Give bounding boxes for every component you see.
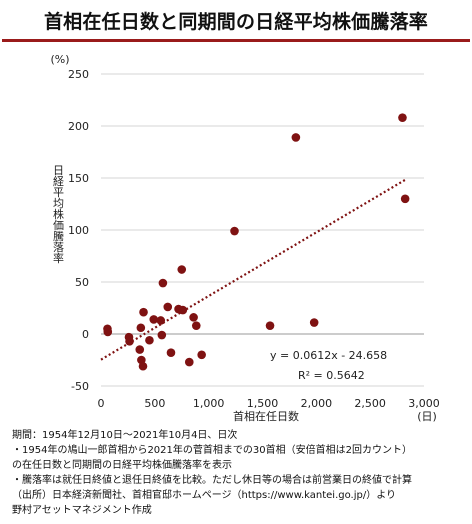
data-point [138,361,148,371]
data-point [125,336,134,346]
data-point [139,307,148,317]
x-tick-label: 1,000 [193,397,225,410]
scatter-chart: -50 0 50 100 150 200 250 0 500 1,000 1,500 2,000 2,… [50,53,440,423]
data-point [135,345,145,354]
y-tick-label: -50 [71,380,89,393]
trend-equation: y = 0.0612x - 24.658 [270,349,387,362]
y-tick-label: 250 [68,68,89,81]
data-point [197,350,206,360]
data-point [157,330,167,340]
data-point [149,315,159,324]
data-point [156,316,166,325]
y-tick-label: 0 [82,328,89,341]
data-point [166,348,176,358]
data-points [103,113,410,371]
x-tick-label: 2,000 [301,397,333,410]
note-line: ・騰落率は就任日終値と退任日終値を比較。ただし休日等の場合は前営業日の終値で計算 [12,475,412,486]
x-axis-label: 首相在任日数 [233,409,299,423]
footnotes: 期間：1954年12月10日～2021年10月4日、日次 ・1954年の鳩山一郎… [12,428,470,518]
y-unit-label: (%) [50,53,69,66]
data-point [145,335,154,345]
y-tick-label: 100 [68,224,89,237]
data-point [398,113,407,122]
note-line: （出所）日本経済新聞社、首相官邸ホームページ（https://www.kante… [12,490,397,501]
note-line: 期間：1954年12月10日～2021年10月4日、日次 [12,430,238,441]
y-tick-label: 200 [68,120,89,133]
x-tick-labels: 0 500 1,000 1,500 2,000 2,500 3,000 [98,397,440,410]
grid-lines [101,73,424,387]
y-tick-label: 50 [75,276,89,289]
x-tick-label: 0 [98,397,105,410]
trendline [100,178,407,361]
r-squared: R² = 0.5642 [298,369,365,382]
data-point [158,278,168,288]
note-line: 野村アセットマネジメント作成 [12,505,152,516]
x-tick-label: 2,500 [354,397,386,410]
y-axis-label: 日経平均株価騰落率 [52,165,65,265]
note-line: の在任日数と同期間の日経平均株価騰落率を表示 [12,460,232,471]
x-unit-label: (日) [417,410,437,423]
x-tick-label: 500 [144,397,165,410]
data-point [265,321,275,330]
x-tick-label: 3,000 [408,397,440,410]
chart-title: 首相在任日数と同期間の日経平均株価騰落率 [43,11,428,33]
data-point [103,327,113,337]
data-point [178,305,188,315]
title-underline [2,39,470,42]
data-point [230,226,239,236]
y-tick-label: 150 [68,172,89,185]
data-point [191,321,201,330]
note-line: ・1954年の鳩山一郎首相から2021年の菅首相までの30首相（安倍首相は2回カ… [12,445,412,456]
data-point [309,318,319,327]
data-point [177,265,187,274]
y-tick-labels: -50 0 50 100 150 200 250 [68,68,89,393]
data-point [184,357,194,367]
data-point [291,133,301,142]
data-point [163,302,173,312]
data-point [189,313,198,322]
x-tick-label: 1,500 [247,397,279,410]
data-point [400,194,410,204]
data-point [136,323,146,333]
